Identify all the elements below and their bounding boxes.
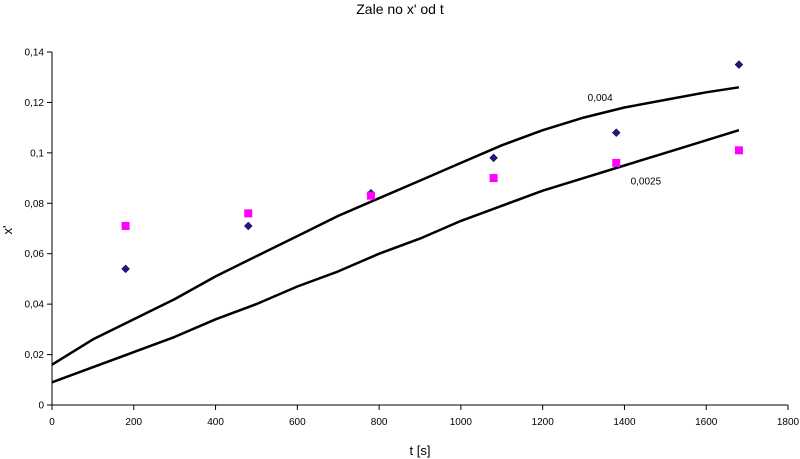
x-tick-label: 1400 bbox=[613, 417, 636, 428]
y-tick-label: 0,12 bbox=[25, 98, 45, 109]
x-tick-label: 0 bbox=[49, 417, 55, 428]
x-tick-label: 800 bbox=[371, 417, 388, 428]
y-tick-label: 0 bbox=[38, 401, 44, 412]
square-point bbox=[121, 221, 130, 230]
x-tick-label: 600 bbox=[289, 417, 306, 428]
square-point bbox=[489, 174, 498, 183]
curve-annotation-label: 0,0025 bbox=[631, 176, 662, 187]
diamond-point bbox=[121, 264, 130, 274]
curve-annotation-label: 0,004 bbox=[588, 93, 613, 104]
square-point bbox=[612, 158, 621, 167]
x-tick-label: 1600 bbox=[695, 417, 718, 428]
x-tick-label: 400 bbox=[207, 417, 224, 428]
annotations: 0,004 0,0025 bbox=[588, 93, 662, 187]
markers bbox=[121, 60, 744, 274]
diamond-point bbox=[489, 153, 498, 163]
curves bbox=[51, 86, 740, 384]
square-point bbox=[366, 191, 375, 200]
y-tick-label: 0,06 bbox=[25, 249, 45, 260]
chart-title: Zale no x' od t bbox=[356, 1, 444, 17]
x-axis-label: t [s] bbox=[410, 443, 431, 458]
y-axis-ticks: 0 0,02 0,04 0,06 0,08 0,1 0,12 0,14 bbox=[25, 48, 52, 412]
square-point bbox=[244, 209, 253, 218]
plot-area bbox=[51, 52, 788, 406]
y-tick-label: 0,04 bbox=[25, 300, 45, 311]
y-axis-label: x' bbox=[0, 226, 15, 235]
y-tick-label: 0,08 bbox=[25, 199, 45, 210]
y-tick-label: 0,1 bbox=[30, 148, 44, 159]
y-tick-label: 0,02 bbox=[25, 350, 45, 361]
x-tick-label: 1200 bbox=[532, 417, 555, 428]
x-tick-label: 200 bbox=[125, 417, 142, 428]
x-tick-label: 1800 bbox=[777, 417, 800, 428]
diamond-point bbox=[734, 60, 744, 69]
diamond-point bbox=[243, 221, 253, 231]
curve-line-3 bbox=[51, 129, 740, 384]
y-tick-label: 0,14 bbox=[25, 48, 45, 59]
square-point bbox=[734, 146, 743, 155]
x-axis-ticks: 0 200 400 600 800 1000 1200 1400 1600 1800 bbox=[49, 405, 800, 428]
x-tick-label: 1000 bbox=[450, 417, 473, 428]
curve-line-2 bbox=[51, 86, 740, 366]
diamond-point bbox=[611, 128, 621, 138]
